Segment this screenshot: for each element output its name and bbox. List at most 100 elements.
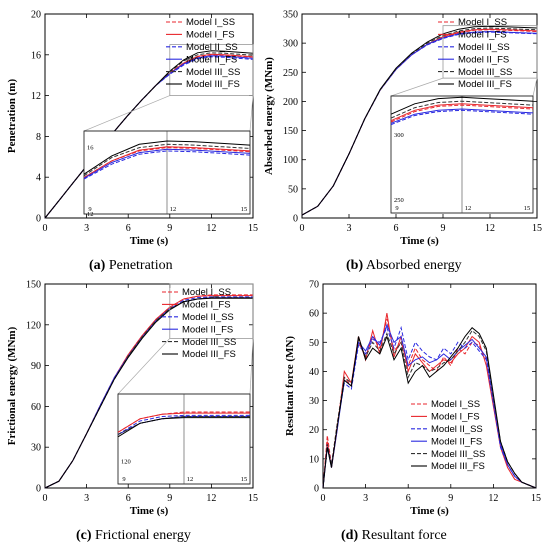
zoom-connector (249, 95, 254, 132)
legend-label: Model I_SS (182, 287, 231, 298)
y-axis-label: Absorbed energy (MNm) (263, 57, 275, 175)
series-line-model-i_ss (322, 318, 537, 489)
zoom-connector (83, 95, 170, 132)
legend-label: Model II_FS (458, 54, 509, 65)
legend-label: Model II_SS (458, 42, 510, 53)
y-tick-label: 100 (283, 155, 298, 166)
legend-label: Model I_FS (182, 300, 231, 311)
y-tick-label: 150 (283, 126, 298, 137)
x-axis-label: Time (s) (410, 505, 449, 517)
series-line-model-i_fs (322, 313, 537, 489)
legend-label: Model III_SS (186, 67, 240, 78)
y-tick-label: 20 (309, 425, 319, 436)
y-tick-label: 60 (31, 402, 41, 413)
legend-label: Model II_FS (431, 436, 482, 447)
chart-3: 0 3 6 9 12 15 0 10 20 30 40 50 60 70 Time (s) Resultant… (284, 280, 541, 518)
inset-x-tick-label: 15 (524, 205, 531, 212)
series-line-model-iii_fs (44, 50, 254, 219)
inset-series-line (390, 104, 534, 123)
inset-y-tick-label: 12 (87, 211, 94, 218)
inset-series-line (390, 96, 534, 115)
inset-series-line (83, 150, 251, 180)
inset-y-tick-label: 120 (121, 459, 131, 466)
series-line-model-ii_ss (322, 325, 537, 489)
y-tick-label: 120 (26, 320, 41, 331)
caption-d: (d) Resultant force (341, 528, 447, 543)
inset-series-line (117, 412, 250, 433)
inset-x-tick-label: 9 (88, 206, 91, 213)
y-tick-label: 10 (309, 454, 319, 465)
x-tick-label: 12 (485, 223, 495, 234)
inset-x-tick-label: 12 (187, 476, 194, 483)
legend-label: Model I_FS (186, 30, 235, 41)
inset-x-tick-label: 12 (170, 206, 177, 213)
inset-series-line (83, 143, 251, 177)
y-tick-label: 30 (309, 396, 319, 407)
y-tick-label: 20 (31, 10, 41, 21)
legend-label: Model I_SS (186, 17, 235, 28)
inset-x-tick-label: 15 (241, 206, 248, 213)
inset-series-line (390, 100, 534, 119)
legend-label: Model III_FS (182, 349, 236, 360)
y-tick-label: 0 (36, 214, 41, 225)
y-tick-label: 8 (36, 132, 41, 143)
legend-label: Model III_SS (182, 337, 236, 348)
legend-label: Model I_SS (431, 399, 480, 410)
x-axis-label: Time (s) (130, 235, 169, 247)
y-tick-label: 4 (36, 173, 41, 184)
y-tick-label: 50 (288, 184, 298, 195)
x-tick-label: 15 (532, 223, 542, 234)
legend-label: Model I_FS (458, 30, 507, 41)
legend-label: Model III_FS (458, 79, 512, 90)
plot-frame (44, 283, 254, 489)
x-tick-label: 12 (488, 493, 498, 504)
legend-label: Model II_FS (182, 324, 233, 335)
y-tick-label: 0 (36, 484, 41, 495)
inset-x-tick-label: 12 (465, 205, 472, 212)
x-axis-label: Time (s) (400, 235, 439, 247)
x-tick-label: 0 (321, 493, 326, 504)
y-tick-label: 16 (31, 50, 41, 61)
legend-label: Model II_SS (431, 424, 483, 435)
zoom-connector (249, 338, 254, 395)
legend-label: Model III_SS (431, 449, 485, 460)
caption-a: (a) Penetration (89, 258, 173, 273)
zoom-connector (117, 338, 171, 395)
inset-y-tick-label: 16 (87, 145, 94, 152)
legend-label: Model I_FS (431, 412, 480, 423)
y-tick-label: 250 (283, 68, 298, 79)
zoom-connector (390, 77, 444, 97)
y-tick-label: 200 (283, 97, 298, 108)
x-tick-label: 9 (167, 493, 172, 504)
inset-series-line (390, 103, 534, 122)
x-tick-label: 15 (531, 493, 541, 504)
x-tick-label: 0 (43, 493, 48, 504)
series-line-model-iii_ss (322, 329, 537, 489)
y-tick-label: 350 (283, 10, 298, 21)
y-tick-label: 50 (309, 338, 319, 349)
inset-series-line (83, 146, 251, 178)
x-tick-label: 9 (441, 223, 446, 234)
legend-label: Model II_FS (186, 54, 237, 65)
legend-label: Model III_FS (431, 461, 485, 472)
plot-frame (322, 283, 537, 489)
y-axis-label: Frictional energy (MNm) (6, 326, 18, 445)
x-tick-label: 3 (84, 223, 89, 234)
zoom-region (169, 283, 254, 339)
x-tick-label: 6 (406, 493, 411, 504)
legend-label: Model II_SS (182, 312, 234, 323)
inset-plot: 9 12 15 120 (117, 393, 251, 485)
y-tick-label: 40 (309, 367, 319, 378)
x-tick-label: 12 (206, 493, 216, 504)
x-tick-label: 6 (126, 223, 131, 234)
legend-label: Model II_SS (186, 42, 238, 53)
y-tick-label: 70 (309, 280, 319, 291)
y-tick-label: 0 (293, 214, 298, 225)
